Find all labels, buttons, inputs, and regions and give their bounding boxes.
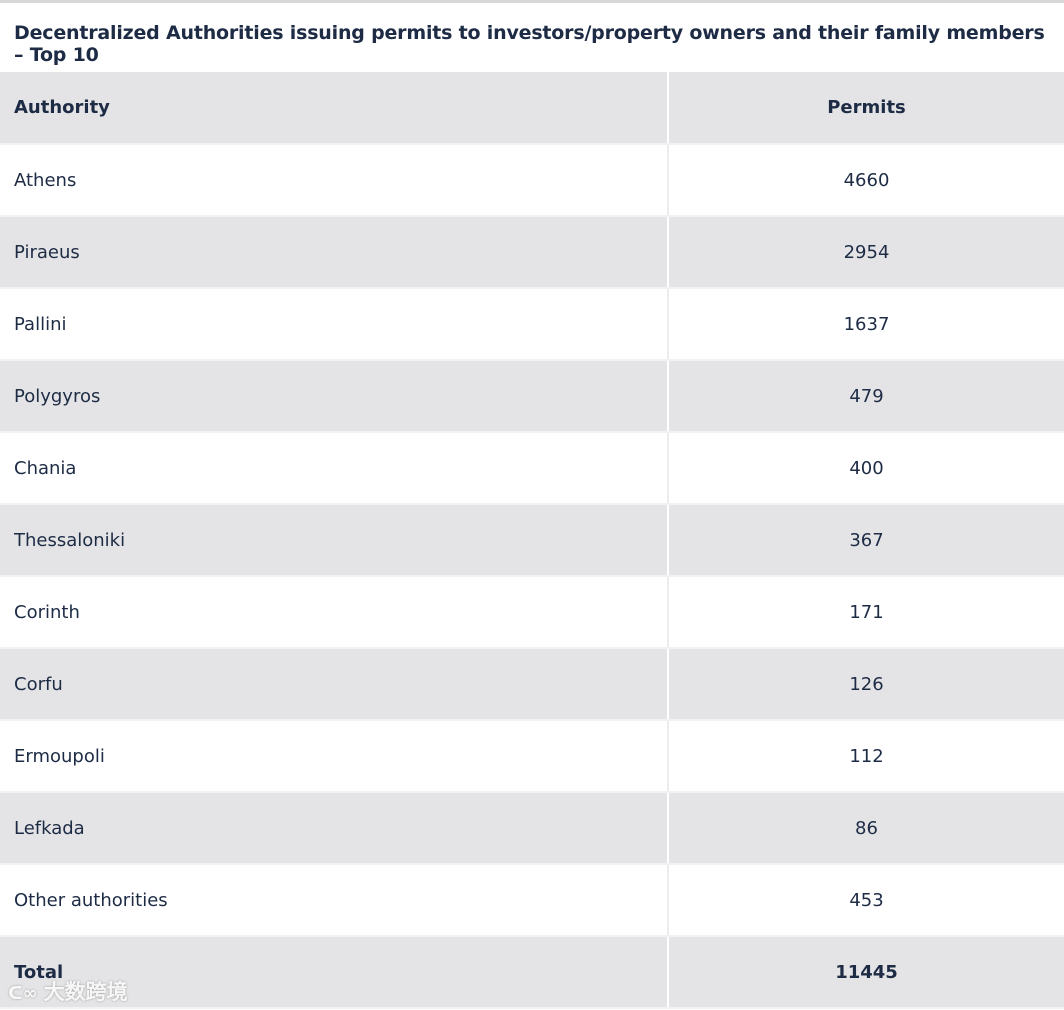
table-row: Pallini 1637	[0, 288, 1064, 361]
permits-table: Authority Permits Athens 4660 Piraeus 2954 P…	[0, 72, 1064, 1009]
permits-cell: 112	[668, 720, 1064, 793]
permits-cell: 479	[668, 360, 1064, 433]
total-label: Total	[0, 936, 669, 1009]
table-row: Ermoupoli 112	[0, 720, 1064, 793]
permits-cell: 367	[668, 504, 1064, 577]
total-permits: 11445	[668, 936, 1064, 1009]
permits-cell: 171	[668, 576, 1064, 649]
table-row: Polygyros 479	[0, 360, 1064, 433]
permits-cell: 86	[668, 792, 1064, 865]
total-row: Total 11445	[0, 936, 1064, 1009]
authority-cell: Corinth	[0, 576, 669, 649]
top-border	[0, 0, 1064, 3]
authority-cell: Pallini	[0, 288, 669, 361]
table-row: Piraeus 2954	[0, 216, 1064, 289]
watermark-logo-icon: ᑕ∞	[8, 983, 38, 1004]
table-row: Chania 400	[0, 432, 1064, 505]
permits-cell: 1637	[668, 288, 1064, 361]
table-row: Other authorities 453	[0, 864, 1064, 937]
column-header-authority: Authority	[0, 72, 669, 145]
permits-cell: 400	[668, 432, 1064, 505]
watermark: ᑕ∞ 大数跨境	[8, 976, 128, 1006]
authority-cell: Chania	[0, 432, 669, 505]
table-row: Lefkada 86	[0, 792, 1064, 865]
table-row: Corinth 171	[0, 576, 1064, 649]
watermark-text: 大数跨境	[43, 980, 128, 1004]
table-title: Decentralized Authorities issuing permit…	[14, 22, 1045, 66]
table-row: Corfu 126	[0, 648, 1064, 721]
authority-cell: Thessaloniki	[0, 504, 669, 577]
authority-cell: Ermoupoli	[0, 720, 669, 793]
authority-cell: Corfu	[0, 648, 669, 721]
table-row: Thessaloniki 367	[0, 504, 1064, 577]
authority-cell: Athens	[0, 144, 669, 217]
permits-cell: 126	[668, 648, 1064, 721]
authority-cell: Other authorities	[0, 864, 669, 937]
permits-cell: 453	[668, 864, 1064, 937]
authority-cell: Piraeus	[0, 216, 669, 289]
authority-cell: Polygyros	[0, 360, 669, 433]
permits-cell: 4660	[668, 144, 1064, 217]
authority-cell: Lefkada	[0, 792, 669, 865]
permits-cell: 2954	[668, 216, 1064, 289]
table-header-row: Authority Permits	[0, 72, 1064, 145]
column-header-permits: Permits	[668, 72, 1064, 145]
table-row: Athens 4660	[0, 144, 1064, 217]
